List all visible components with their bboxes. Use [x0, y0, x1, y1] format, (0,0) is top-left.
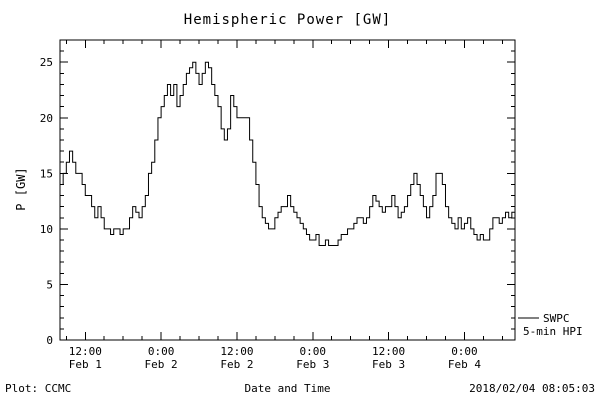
plot-frame — [59, 39, 516, 341]
chart-title: Hemispheric Power [GW] — [183, 12, 392, 28]
x-tick-time-label: 0:00 — [300, 345, 327, 358]
x-tick-date-label: Feb 2 — [220, 358, 253, 371]
plot-timestamp: 2018/02/04 08:05:03 — [469, 382, 595, 395]
y-tick-label: 25 — [40, 56, 53, 69]
y-tick-label: 5 — [46, 278, 53, 291]
x-tick-time-label: 0:00 — [451, 345, 478, 358]
x-tick-date-label: Feb 2 — [145, 358, 178, 371]
y-tick-label: 0 — [46, 334, 53, 347]
legend-label-source: SWPC — [543, 312, 570, 325]
y-tick-label: 20 — [40, 112, 53, 125]
hpi-series-line — [60, 61, 516, 247]
x-tick-time-label: 12:00 — [372, 345, 405, 358]
x-tick-date-label: Feb 3 — [296, 358, 329, 371]
x-tick-time-label: 0:00 — [148, 345, 175, 358]
legend-label-series: 5-min HPI — [523, 325, 583, 338]
y-tick-label: 15 — [40, 167, 53, 180]
plot-source-label: Plot: CCMC — [5, 382, 72, 395]
y-tick-label: 10 — [40, 223, 53, 236]
x-tick-date-label: Feb 1 — [69, 358, 102, 371]
x-tick-date-label: Feb 4 — [448, 358, 481, 371]
x-tick-date-label: Feb 3 — [372, 358, 405, 371]
x-tick-time-label: 12:00 — [69, 345, 102, 358]
x-axis-title: Date and Time — [244, 382, 331, 395]
x-tick-time-label: 12:00 — [220, 345, 253, 358]
